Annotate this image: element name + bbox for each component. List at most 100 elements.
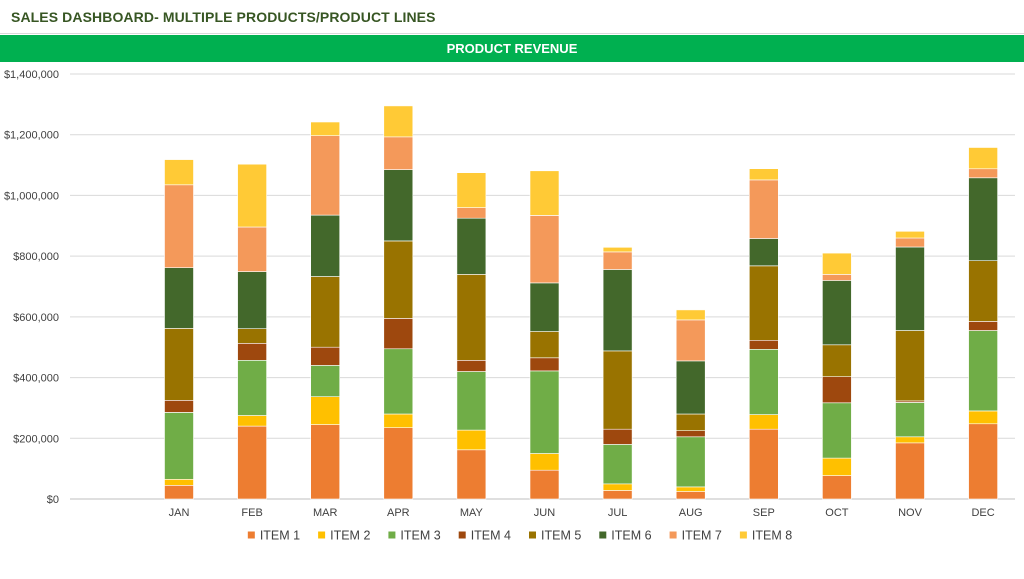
x-tick-label: OCT — [825, 507, 849, 519]
legend-label: ITEM 2 — [330, 529, 370, 543]
legend-label: ITEM 4 — [471, 529, 511, 543]
bar-segment — [602, 444, 633, 485]
bar-segment — [456, 359, 487, 372]
bar-segment — [310, 276, 341, 348]
bar-segment — [529, 331, 560, 359]
bar-segment — [164, 267, 194, 329]
bar-segment — [310, 365, 341, 397]
bar-segment — [310, 424, 341, 500]
bar-segment — [237, 415, 267, 427]
bar-segment — [675, 309, 706, 321]
legend-swatch — [599, 531, 607, 539]
bar-segment — [456, 429, 487, 451]
bar-segment — [310, 214, 341, 277]
bar-segment — [895, 436, 925, 444]
bar-segment — [822, 344, 852, 377]
bar-segment — [675, 486, 706, 492]
x-tick-label: SEP — [753, 507, 775, 519]
bar-segment — [529, 170, 560, 216]
bar-segment — [748, 265, 779, 341]
bar-segment — [968, 260, 998, 322]
bar-segment — [748, 414, 779, 430]
bar-segment — [968, 168, 998, 179]
bar-segment — [383, 240, 414, 319]
legend-label: ITEM 8 — [752, 529, 792, 543]
bar-segment — [164, 184, 194, 269]
bar-segment — [675, 491, 706, 500]
x-tick-label: JUL — [608, 507, 628, 519]
bar-segment — [310, 121, 341, 136]
bar-segment — [748, 168, 779, 181]
x-tick-label: JUN — [534, 507, 555, 519]
legend-label: ITEM 7 — [682, 529, 722, 543]
bar-segment — [602, 247, 633, 253]
y-tick-label: $200,000 — [13, 433, 59, 445]
title-divider — [0, 33, 1024, 34]
y-tick-label: $400,000 — [13, 373, 59, 385]
bar-segment — [968, 423, 998, 500]
y-tick-label: $1,400,000 — [4, 69, 59, 81]
y-tick-label: $0 — [47, 494, 59, 506]
legend-label: ITEM 1 — [260, 529, 300, 543]
bar-segment — [529, 453, 560, 471]
bar-segment — [602, 483, 633, 491]
legend-swatch — [529, 531, 536, 539]
bar-segment — [675, 319, 706, 362]
bar-segment — [310, 396, 341, 425]
x-tick-label: MAR — [313, 507, 338, 519]
bar-segment — [895, 442, 925, 500]
bar-segment — [164, 478, 194, 486]
bar-segment — [748, 428, 779, 500]
product-revenue-chart: $0 $200,000 $400,000 $600,000 $800,000 $1,000… — [4, 69, 1015, 543]
y-tick-label: $800,000 — [13, 251, 59, 263]
bar-segment — [529, 282, 560, 332]
bar-segment — [237, 342, 267, 361]
bar-segment — [675, 413, 706, 432]
bar-segment — [748, 339, 779, 350]
x-tick-label: MAY — [460, 507, 484, 519]
bar-segment — [383, 169, 414, 242]
bar-segment — [529, 370, 560, 454]
dashboard-title: SALES DASHBOARD- MULTIPLE PRODUCTS/PRODU… — [11, 9, 436, 25]
bar-segment — [383, 348, 414, 415]
legend-swatch — [247, 531, 255, 539]
bar-segment — [164, 159, 194, 186]
legend-swatch — [388, 531, 396, 539]
bar-segment — [748, 348, 779, 415]
legend-swatch — [739, 531, 747, 539]
bar-segment — [675, 436, 706, 488]
bar-segment — [164, 328, 194, 401]
bar-segment — [748, 238, 779, 267]
bar-segment — [529, 357, 560, 372]
bar-segment — [383, 318, 414, 350]
x-tick-label: AUG — [679, 507, 703, 519]
bar-segment — [456, 274, 487, 361]
bar-segment — [602, 251, 633, 270]
bar-segment — [822, 274, 852, 281]
bar-segment — [968, 321, 998, 331]
bar-segment — [748, 179, 779, 239]
bar-segment — [164, 412, 194, 480]
legend-swatch — [458, 531, 466, 539]
y-tick-label: $1,200,000 — [4, 130, 59, 142]
bar-segment — [968, 330, 998, 412]
bar-segment — [529, 469, 560, 500]
x-tick-label: NOV — [898, 507, 923, 519]
bar-segment — [822, 280, 852, 346]
bar-segment — [237, 271, 267, 330]
x-tick-label: JAN — [169, 507, 190, 519]
bar-segment — [895, 330, 925, 402]
bar-segment — [602, 350, 633, 430]
y-tick-label: $600,000 — [13, 312, 59, 324]
bar-segment — [822, 376, 852, 404]
bar-segment — [237, 425, 267, 500]
bar-segment — [164, 399, 194, 413]
chart-title-banner: PRODUCT REVENUE — [0, 35, 1024, 62]
bar-segment — [602, 269, 633, 352]
bar-segment — [822, 402, 852, 459]
bar-segment — [968, 177, 998, 262]
legend-label: ITEM 5 — [541, 529, 581, 543]
x-tick-label: DEC — [971, 507, 994, 519]
bar-segment — [895, 402, 925, 438]
